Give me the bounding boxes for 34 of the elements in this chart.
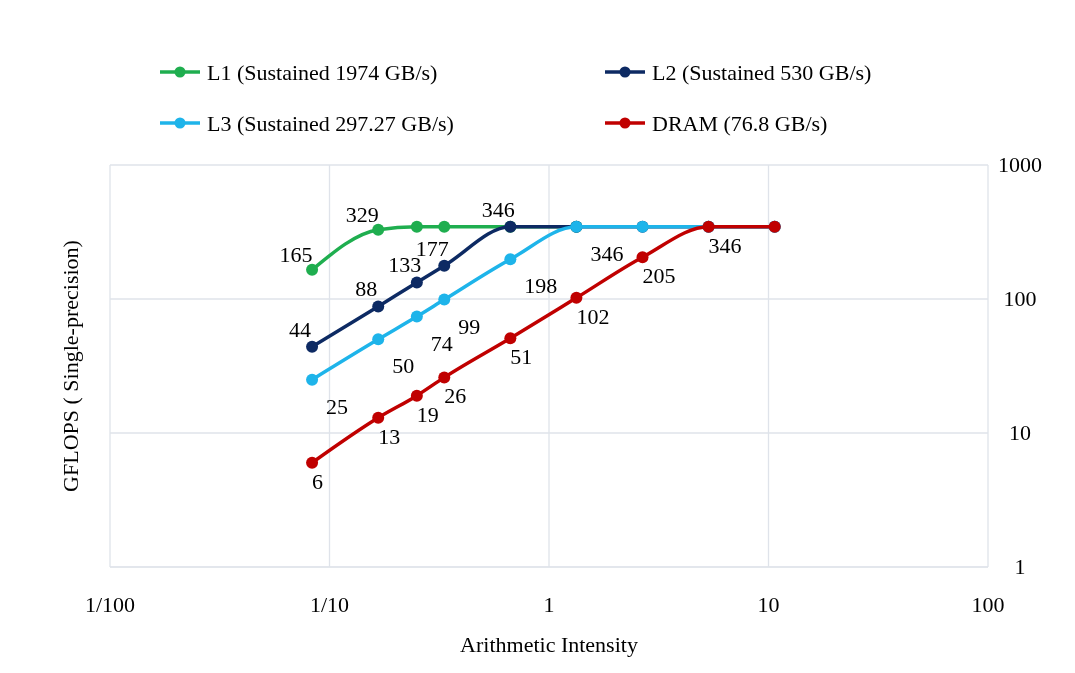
data-label: 74 (430, 330, 453, 356)
y-tick-label: 1 (1014, 554, 1026, 579)
legend-label: L1 (Sustained 1974 GB/s) (207, 60, 438, 85)
data-label: 26 (444, 383, 467, 409)
legend-label: DRAM (76.8 GB/s) (652, 111, 828, 136)
data-label: 51 (510, 344, 533, 370)
data-label: 346 (590, 240, 624, 266)
data-label: 99 (458, 313, 481, 339)
y-tick-label: 10 (1009, 420, 1031, 445)
data-label: 346 (481, 196, 515, 222)
data-label: 25 (326, 393, 349, 419)
x-tick-label: 100 (971, 592, 1005, 617)
data-label: 19 (416, 401, 439, 427)
x-axis-title: Arithmetic Intensity (460, 632, 638, 657)
y-tick-label: 100 (1003, 286, 1037, 311)
y-tick-label: 1000 (998, 152, 1042, 177)
data-label: 44 (289, 316, 312, 342)
data-label: 6 (312, 468, 324, 494)
x-tick-label: 1 (543, 592, 555, 617)
data-label: 102 (576, 303, 610, 329)
legend-label: L3 (Sustained 297.27 GB/s) (207, 111, 454, 136)
data-label: 13 (378, 423, 401, 449)
data-label: 88 (355, 276, 378, 302)
data-label: 346 (708, 232, 742, 258)
x-tick-label: 1/100 (84, 592, 136, 617)
data-label: 198 (524, 273, 558, 299)
x-tick-label: 10 (757, 592, 780, 617)
data-label: 165 (279, 241, 313, 267)
data-label: 205 (642, 263, 676, 289)
legend-label: L2 (Sustained 530 GB/s) (652, 60, 872, 85)
data-label: 329 (345, 201, 379, 227)
x-tick-label: 1/10 (309, 592, 350, 617)
data-label: 50 (392, 353, 415, 379)
y-axis-title: GFLOPS ( Single-precision) (58, 240, 83, 492)
